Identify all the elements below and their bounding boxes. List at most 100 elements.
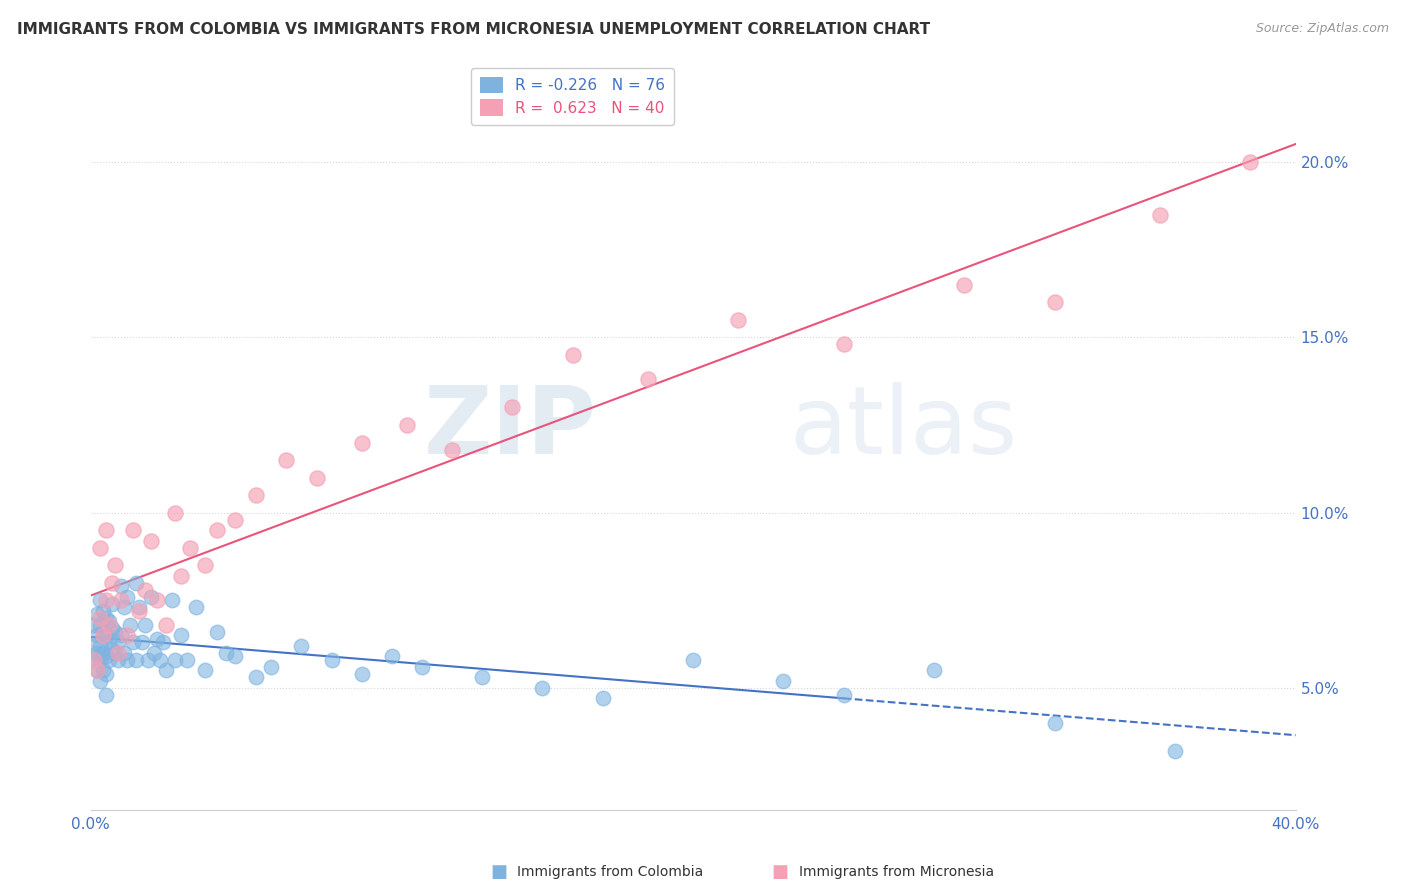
Point bbox=[89, 673, 111, 688]
Point bbox=[321, 653, 343, 667]
Point bbox=[592, 691, 614, 706]
Point bbox=[97, 614, 120, 628]
Point bbox=[163, 653, 186, 667]
Point bbox=[139, 590, 162, 604]
Point bbox=[125, 575, 148, 590]
Point bbox=[176, 653, 198, 667]
Point bbox=[224, 649, 246, 664]
Point bbox=[110, 579, 132, 593]
Point bbox=[163, 506, 186, 520]
Point bbox=[115, 628, 138, 642]
Point bbox=[110, 628, 132, 642]
Point bbox=[260, 660, 283, 674]
Point bbox=[83, 639, 105, 653]
Point bbox=[146, 632, 169, 646]
Point bbox=[121, 635, 143, 649]
Point bbox=[125, 653, 148, 667]
Point bbox=[772, 673, 794, 688]
Point bbox=[100, 597, 122, 611]
Point bbox=[94, 688, 117, 702]
Point bbox=[305, 470, 328, 484]
Point bbox=[1239, 155, 1261, 169]
Point bbox=[91, 646, 114, 660]
Text: Source: ZipAtlas.com: Source: ZipAtlas.com bbox=[1256, 22, 1389, 36]
Point bbox=[395, 417, 418, 432]
Point bbox=[224, 513, 246, 527]
Point bbox=[832, 337, 855, 351]
Point bbox=[953, 277, 976, 292]
Point bbox=[112, 600, 135, 615]
Point bbox=[922, 663, 945, 677]
Point bbox=[104, 646, 127, 660]
Point bbox=[160, 593, 183, 607]
Point bbox=[531, 681, 554, 695]
Point bbox=[91, 663, 114, 677]
Point bbox=[118, 617, 141, 632]
Point bbox=[350, 435, 373, 450]
Point bbox=[107, 635, 129, 649]
Point bbox=[155, 663, 177, 677]
Point bbox=[142, 646, 165, 660]
Point bbox=[97, 617, 120, 632]
Text: ■: ■ bbox=[491, 863, 508, 881]
Point bbox=[1164, 744, 1187, 758]
Point bbox=[350, 666, 373, 681]
Point bbox=[89, 639, 111, 653]
Text: ■: ■ bbox=[772, 863, 789, 881]
Point bbox=[245, 670, 267, 684]
Point bbox=[94, 611, 117, 625]
Point bbox=[89, 617, 111, 632]
Point bbox=[245, 488, 267, 502]
Point bbox=[121, 523, 143, 537]
Point bbox=[134, 582, 156, 597]
Text: ZIP: ZIP bbox=[423, 382, 596, 474]
Point bbox=[91, 628, 114, 642]
Point bbox=[83, 653, 105, 667]
Point bbox=[170, 568, 193, 582]
Point bbox=[139, 533, 162, 548]
Point bbox=[89, 653, 111, 667]
Point bbox=[471, 670, 494, 684]
Point bbox=[94, 649, 117, 664]
Point bbox=[146, 593, 169, 607]
Point bbox=[149, 653, 172, 667]
Point bbox=[107, 646, 129, 660]
Point bbox=[170, 628, 193, 642]
Point bbox=[727, 313, 749, 327]
Point bbox=[194, 663, 217, 677]
Point bbox=[561, 348, 583, 362]
Point bbox=[155, 617, 177, 632]
Legend: R = -0.226   N = 76, R =  0.623   N = 40: R = -0.226 N = 76, R = 0.623 N = 40 bbox=[471, 68, 675, 125]
Point bbox=[501, 401, 523, 415]
Point bbox=[682, 653, 704, 667]
Point bbox=[83, 617, 105, 632]
Point bbox=[131, 635, 153, 649]
Point bbox=[152, 635, 174, 649]
Point bbox=[86, 607, 108, 622]
Point bbox=[91, 624, 114, 639]
Point bbox=[441, 442, 464, 457]
Text: Immigrants from Micronesia: Immigrants from Micronesia bbox=[799, 865, 994, 880]
Point bbox=[94, 628, 117, 642]
Point bbox=[134, 617, 156, 632]
Point bbox=[1149, 208, 1171, 222]
Point bbox=[97, 635, 120, 649]
Point bbox=[128, 600, 150, 615]
Point bbox=[205, 523, 228, 537]
Point bbox=[637, 372, 659, 386]
Point bbox=[89, 541, 111, 555]
Point bbox=[100, 621, 122, 635]
Point bbox=[179, 541, 201, 555]
Point bbox=[115, 653, 138, 667]
Point bbox=[104, 624, 127, 639]
Point bbox=[128, 604, 150, 618]
Point bbox=[94, 666, 117, 681]
Point bbox=[94, 593, 117, 607]
Point bbox=[215, 646, 238, 660]
Point bbox=[136, 653, 159, 667]
Point bbox=[1043, 295, 1066, 310]
Point bbox=[115, 590, 138, 604]
Point bbox=[1043, 715, 1066, 730]
Point bbox=[194, 558, 217, 573]
Point bbox=[89, 593, 111, 607]
